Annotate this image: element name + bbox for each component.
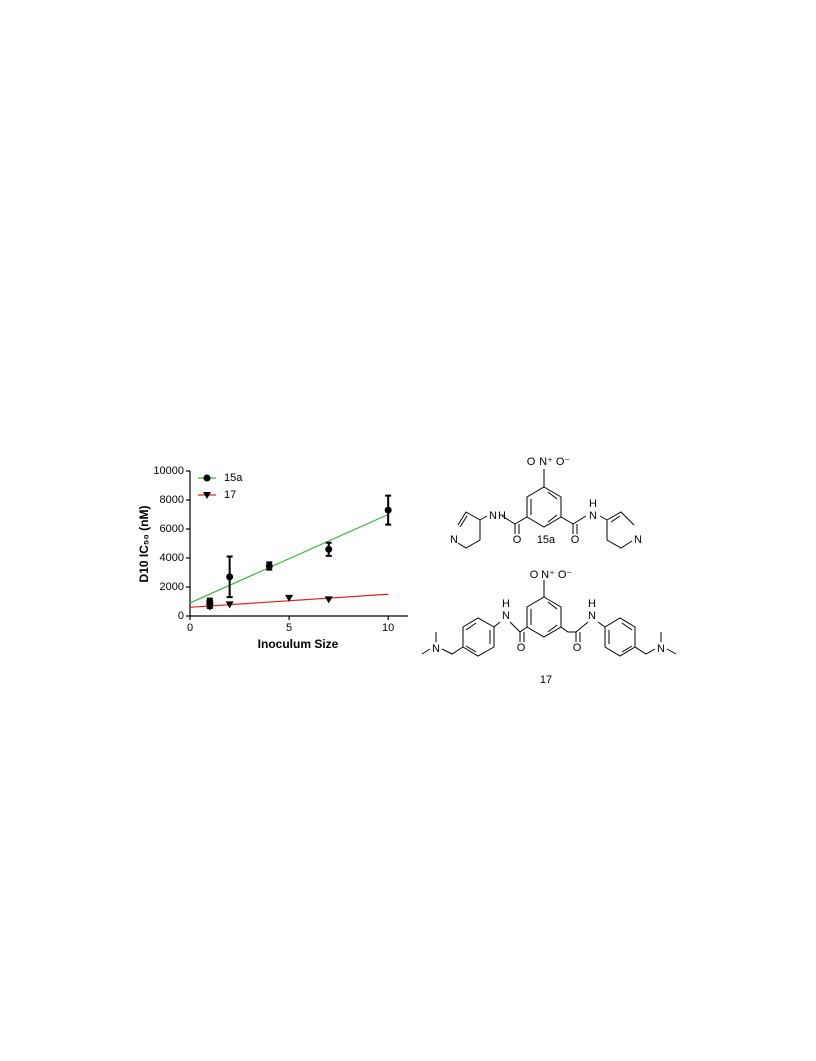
atom: N⁺ [541,569,555,581]
atom: N [589,510,597,522]
y-tick-label: 8000 [160,494,184,506]
y-tick-label: 0 [178,610,184,622]
atom: N [657,643,665,655]
y-tick-label: 10000 [153,465,184,477]
data-point [265,562,273,570]
bonds [479,469,608,534]
atom: H [589,498,597,510]
atom: O [573,642,582,654]
bonds [493,580,606,642]
atom: N [432,643,440,655]
data-point [324,596,333,604]
data-point [225,601,234,609]
structure-17: O N⁺ O⁻ H N O H N O N N 17 [421,569,677,686]
legend-label: 17 [224,489,236,501]
x-axis-label: Inoculum Size [258,637,339,651]
atom: N [450,534,458,546]
atom: N [489,510,497,522]
legend-marker [203,492,211,499]
y-tick-label: 4000 [160,552,184,564]
atom: O⁻ [558,569,573,581]
atom: O [517,642,526,654]
y-tick-label: 6000 [160,523,184,535]
benzene-ring [526,486,562,528]
atom: O [527,456,536,468]
data-point [325,545,333,553]
data-point [285,594,294,602]
structure-label: 15a [537,534,556,546]
atom: H [498,510,506,522]
y-tick-label: 2000 [160,581,184,593]
atom: H [588,598,596,610]
atom: N [588,610,596,622]
atom: O [513,534,522,546]
y-axis-label: D10 IC₅₀ (nM) [137,506,151,583]
fit-line [189,513,389,604]
atom: O⁻ [556,456,571,468]
chart: Inoculum Size D10 IC₅₀ (nM) 0 2000 4000 600… [137,465,408,651]
phenyl-left [421,617,495,657]
legend-label: 15a [224,472,243,484]
structure-15a: O N⁺ O⁻ N H O H N O N N 15a [450,456,642,549]
legend-marker [203,474,211,482]
atom: O [530,569,539,581]
pyridine-right [606,511,635,549]
atom: H [502,598,510,610]
structure-label: 17 [540,674,552,686]
data-point [384,506,392,514]
benzene-ring [526,596,562,638]
phenyl-right [604,617,677,657]
x-tick-label: 10 [382,622,394,634]
atom: N⁺ [539,456,553,468]
data-point [226,573,234,581]
x-tick-label: 5 [286,622,292,634]
data-point [205,603,214,611]
x-tick-label: 0 [187,622,193,634]
atom: O [571,534,580,546]
atom: N [634,534,642,546]
pyridine-left [457,511,481,549]
atom: N [502,610,510,622]
